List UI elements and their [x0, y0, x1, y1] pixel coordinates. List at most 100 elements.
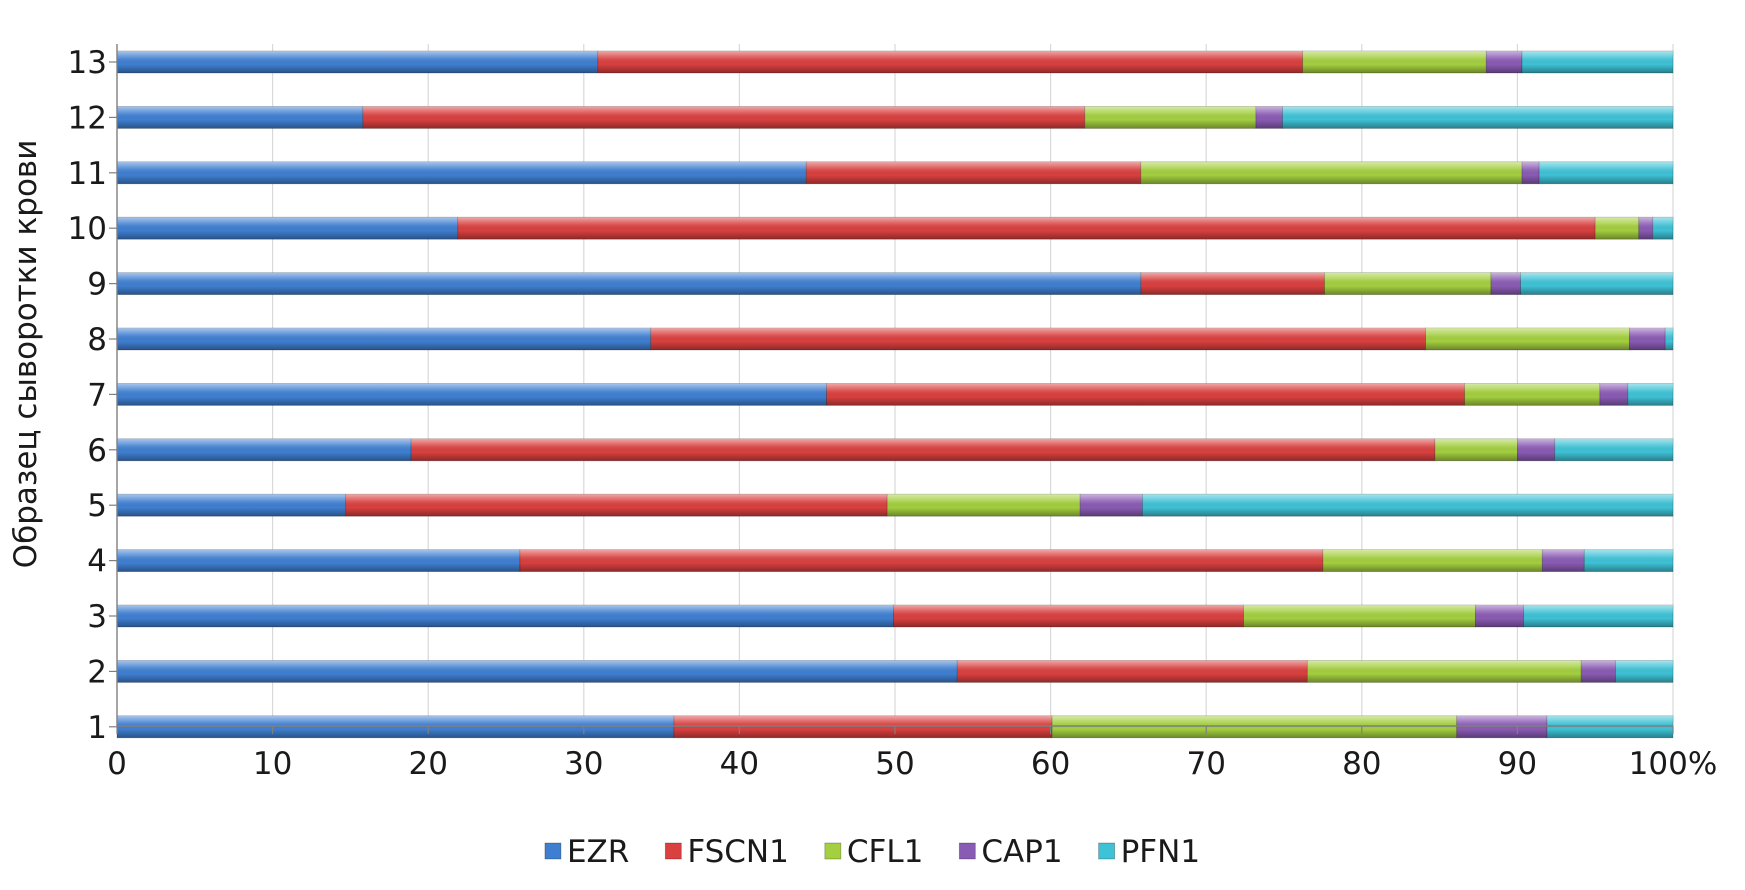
y-tick-label: 4	[87, 544, 107, 580]
bar-shine-cfl1-sample-2	[1307, 660, 1582, 683]
legend-swatch-ezr	[544, 842, 562, 860]
x-tick-label: 10	[253, 746, 292, 782]
bar-shine-cap1-sample-11	[1522, 161, 1540, 184]
bar-shine-fscn1-sample-4	[520, 549, 1323, 572]
bar-shine-ezr-sample-6	[117, 438, 412, 461]
y-tick-label: 5	[87, 488, 107, 524]
legend-label-pfn1: PFN1	[1121, 834, 1200, 870]
bar-shine-pfn1-sample-13	[1522, 51, 1673, 73]
bar-shine-fscn1-sample-5	[345, 494, 888, 517]
bar-shine-pfn1-sample-3	[1523, 605, 1673, 627]
y-tick-label: 3	[87, 599, 107, 635]
bar-shine-fscn1-sample-2	[957, 660, 1308, 683]
y-tick-label: 8	[87, 322, 107, 358]
bar-shine-fscn1-sample-11	[806, 161, 1141, 184]
bar-shine-fscn1-sample-13	[597, 51, 1303, 73]
bar-shine-pfn1-sample-12	[1282, 106, 1673, 129]
bar-shine-pfn1-sample-11	[1539, 161, 1673, 184]
bar-shine-cfl1-sample-3	[1243, 605, 1476, 627]
bar-shine-cfl1-sample-12	[1084, 106, 1256, 129]
bar-shine-fscn1-sample-6	[411, 438, 1435, 461]
bar-shine-ezr-sample-10	[117, 217, 458, 240]
y-tick-label: 7	[87, 377, 107, 413]
bars	[116, 50, 1674, 739]
bar-shine-ezr-sample-4	[117, 549, 521, 572]
x-tick-label: 70	[1186, 746, 1225, 782]
bar-shine-cfl1-sample-4	[1322, 549, 1543, 572]
bar-shine-ezr-sample-13	[117, 51, 598, 73]
bar-shine-cap1-sample-8	[1629, 328, 1666, 350]
bar-shine-ezr-sample-11	[117, 161, 807, 184]
bar-shine-cap1-sample-2	[1581, 660, 1616, 683]
y-tick-label: 10	[68, 211, 107, 247]
bar-shine-pfn1-sample-5	[1142, 494, 1673, 517]
x-tick-label: 60	[1031, 746, 1070, 782]
bar-shine-fscn1-sample-10	[457, 217, 1596, 240]
y-tick-label: 9	[87, 267, 107, 303]
bar-shine-cfl1-sample-10	[1595, 217, 1639, 240]
legend-swatch-fscn1	[664, 842, 682, 860]
bar-shine-cfl1-sample-6	[1434, 438, 1518, 461]
y-tick-label: 6	[87, 433, 107, 469]
bar-shine-cfl1-sample-13	[1302, 51, 1487, 73]
bar-shine-cfl1-sample-7	[1464, 383, 1600, 406]
bar-shine-cap1-sample-4	[1542, 549, 1585, 572]
bar-shine-ezr-sample-12	[117, 106, 363, 129]
bar-shine-pfn1-sample-2	[1615, 660, 1673, 683]
legend-item-pfn1: PFN1	[1098, 834, 1200, 870]
bar-shine-cfl1-sample-11	[1140, 161, 1523, 184]
bar-shine-pfn1-sample-7	[1627, 383, 1673, 406]
bar-shine-ezr-sample-9	[117, 272, 1141, 295]
y-axis-title: Образец сыворотки крови	[8, 140, 44, 569]
bar-shine-pfn1-sample-4	[1584, 549, 1673, 572]
legend-swatch-cap1	[958, 842, 976, 860]
legend-item-ezr: EZR	[544, 834, 629, 870]
legend-label-ezr: EZR	[567, 834, 629, 870]
legend: EZR FSCN1 CFL1 CAP1 PFN1	[544, 834, 1200, 870]
y-tick-label: 2	[87, 654, 107, 690]
bar-shine-fscn1-sample-12	[362, 106, 1085, 129]
bar-shine-pfn1-sample-9	[1520, 272, 1673, 295]
x-tick-label: 30	[564, 746, 603, 782]
bar-shine-cfl1-sample-5	[887, 494, 1081, 517]
bar-shine-cap1-sample-5	[1080, 494, 1143, 517]
y-tick-label: 13	[68, 45, 107, 81]
legend-label-fscn1: FSCN1	[687, 834, 789, 870]
bar-shine-ezr-sample-7	[117, 383, 827, 406]
bar-shine-cap1-sample-10	[1638, 217, 1653, 240]
bar-shine-cap1-sample-12	[1255, 106, 1283, 129]
bar-shine-ezr-sample-1	[117, 715, 675, 738]
x-tick-label: 90	[1498, 746, 1537, 782]
x-tick-label: 80	[1342, 746, 1381, 782]
bar-shine-ezr-sample-2	[117, 660, 958, 683]
bar-shine-ezr-sample-8	[117, 328, 651, 350]
legend-item-fscn1: FSCN1	[664, 834, 789, 870]
bar-shine-fscn1-sample-3	[893, 605, 1244, 627]
bar-shine-fscn1-sample-8	[650, 328, 1426, 350]
legend-label-cap1: CAP1	[981, 834, 1062, 870]
bar-shine-cap1-sample-3	[1475, 605, 1524, 627]
bar-shine-cap1-sample-1	[1456, 715, 1547, 738]
x-tick-label: 0	[107, 746, 127, 782]
bar-shine-cfl1-sample-1	[1052, 715, 1457, 738]
bar-shine-cap1-sample-6	[1517, 438, 1555, 461]
x-tick-label: 100%	[1629, 746, 1718, 782]
bar-shine-cap1-sample-9	[1490, 272, 1521, 295]
bar-shine-pfn1-sample-1	[1546, 715, 1673, 738]
bar-shine-pfn1-sample-6	[1554, 438, 1673, 461]
legend-item-cfl1: CFL1	[824, 834, 923, 870]
bar-shine-fscn1-sample-1	[674, 715, 1053, 738]
y-tick-label: 12	[68, 100, 107, 136]
bar-shine-cfl1-sample-9	[1324, 272, 1491, 295]
y-tick-label: 11	[68, 156, 107, 192]
x-tick-label: 20	[408, 746, 447, 782]
bar-shine-cap1-sample-13	[1486, 51, 1523, 73]
y-tick-label: 1	[87, 710, 107, 746]
x-tick-label: 50	[875, 746, 914, 782]
bar-shine-pfn1-sample-8	[1665, 328, 1673, 350]
legend-item-cap1: CAP1	[958, 834, 1063, 870]
bar-shine-ezr-sample-5	[117, 494, 346, 517]
bar-shine-cfl1-sample-8	[1425, 328, 1630, 350]
